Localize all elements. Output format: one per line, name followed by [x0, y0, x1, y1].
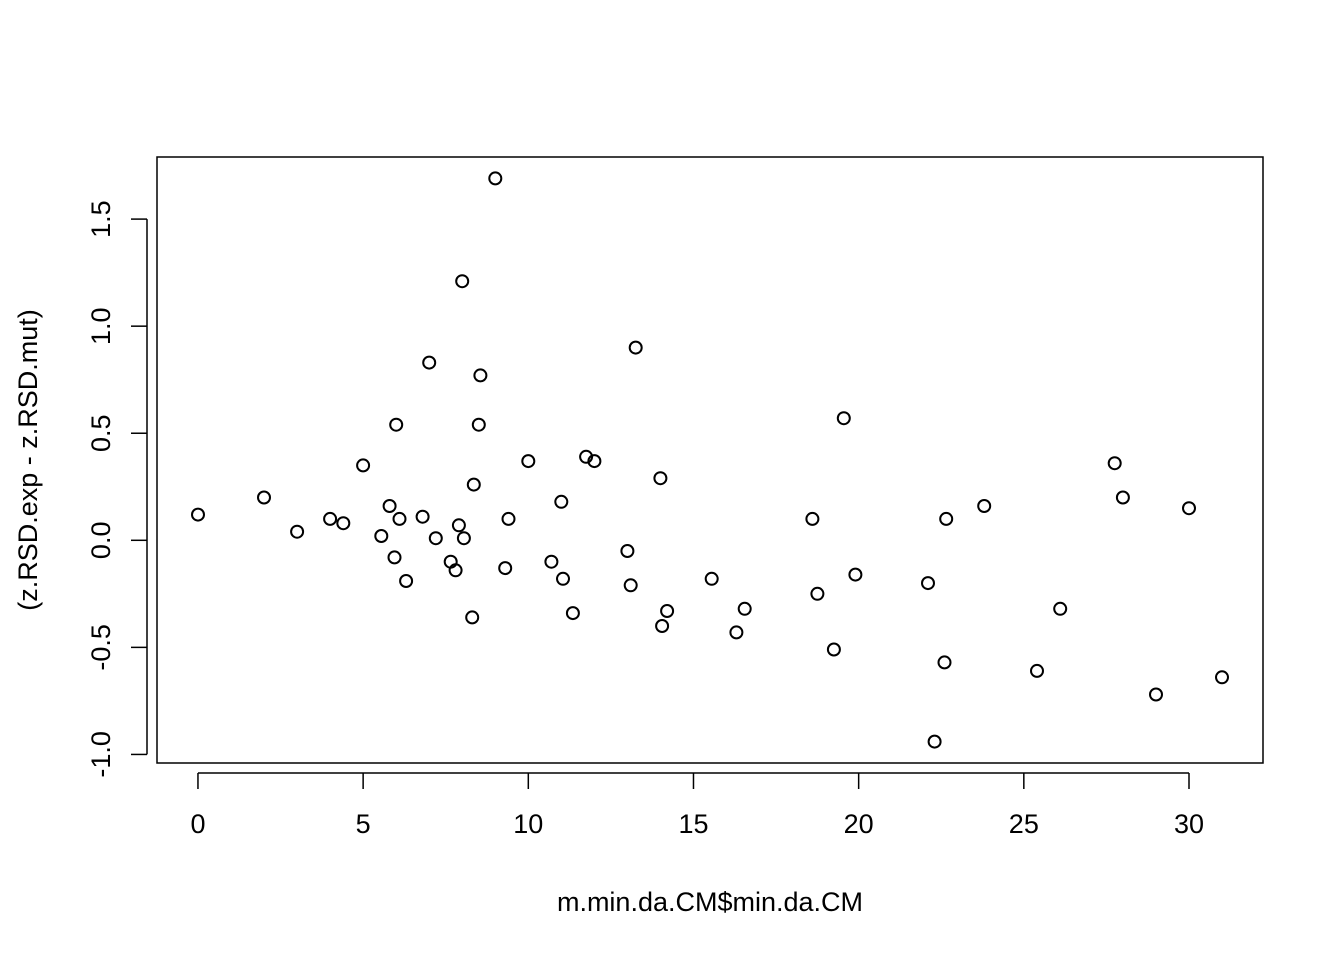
x-tick-label: 20 — [844, 809, 874, 839]
data-point — [456, 531, 471, 546]
x-tick-label: 25 — [1009, 809, 1039, 839]
data-point — [392, 511, 407, 526]
y-tick-label: 1.0 — [86, 307, 116, 345]
data-point — [465, 610, 480, 625]
data-point — [737, 601, 752, 616]
data-point — [620, 544, 635, 558]
data-point — [323, 511, 338, 526]
data-point — [455, 274, 470, 289]
data-point — [660, 604, 675, 618]
data-point — [1149, 687, 1163, 702]
data-point — [374, 529, 389, 543]
data-point — [448, 563, 463, 578]
data-point — [848, 567, 863, 582]
data-point — [587, 454, 602, 469]
data-point — [556, 571, 570, 586]
data-point — [1030, 663, 1044, 678]
data-point — [1215, 670, 1229, 685]
data-point — [290, 524, 305, 539]
data-point — [805, 511, 820, 526]
data-point — [488, 171, 503, 186]
data-point — [387, 550, 402, 565]
data-point — [623, 578, 638, 593]
data-point — [704, 571, 719, 586]
data-point — [655, 619, 670, 633]
data-point — [415, 509, 430, 524]
data-point — [466, 477, 481, 492]
x-tick-label: 0 — [190, 809, 205, 839]
data-point — [399, 574, 414, 588]
data-point — [422, 355, 437, 370]
data-point — [1182, 501, 1196, 516]
data-point — [1115, 490, 1130, 505]
data-point — [628, 340, 643, 355]
x-tick-label: 30 — [1174, 809, 1204, 839]
x-axis: 0 5 10 15 20 25 30 — [190, 772, 1204, 839]
data-point — [501, 511, 516, 526]
data-point — [810, 586, 825, 601]
y-tick-label: -1.0 — [86, 731, 116, 778]
data-point — [451, 518, 466, 533]
y-tick-label: 0.0 — [86, 522, 116, 560]
y-axis: -1.0 -0.5 0.0 0.5 1.0 1.5 — [86, 200, 148, 778]
y-axis-label: (z.RSD.exp - z.RSD.mut) — [13, 309, 43, 611]
data-point — [977, 499, 992, 513]
data-point — [498, 561, 513, 576]
data-point — [521, 454, 536, 469]
data-point — [937, 655, 952, 670]
data-point — [1053, 601, 1068, 616]
data-point — [1107, 456, 1122, 471]
data-point — [471, 417, 486, 432]
x-tick-label: 15 — [678, 809, 708, 839]
data-point — [921, 576, 935, 591]
data-point — [336, 516, 351, 531]
data-point — [544, 554, 559, 569]
data-point — [836, 411, 851, 426]
data-point — [257, 490, 271, 505]
data-point — [653, 471, 668, 486]
data-point — [382, 499, 397, 513]
data-point — [389, 417, 404, 432]
y-tick-label: 1.5 — [86, 200, 116, 238]
data-point — [356, 458, 371, 473]
y-tick-label: -0.5 — [86, 624, 116, 671]
x-tick-label: 5 — [356, 809, 371, 839]
data-point — [191, 507, 205, 522]
data-point — [473, 368, 488, 383]
plot-frame — [156, 156, 1264, 764]
x-axis-label: m.min.da.CM$min.da.CM — [557, 887, 863, 917]
data-point — [927, 734, 942, 749]
data-point — [579, 449, 594, 464]
data-point — [939, 511, 954, 526]
y-tick-label: 0.5 — [86, 414, 116, 452]
data-point — [729, 625, 744, 640]
points-layer — [191, 171, 1229, 749]
x-tick-label: 10 — [513, 809, 543, 839]
data-point — [826, 642, 841, 657]
data-point — [565, 606, 580, 621]
data-point — [428, 531, 443, 546]
data-point — [554, 494, 569, 509]
